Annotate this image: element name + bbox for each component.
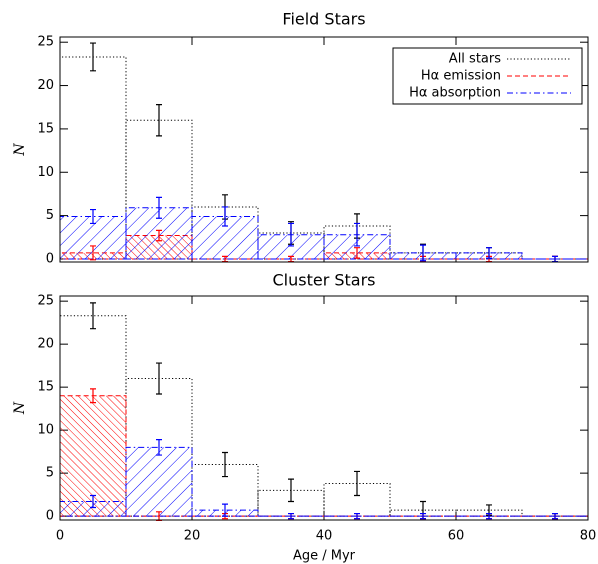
x-tick-label: 80: [580, 529, 597, 544]
legend-label: All stars: [449, 52, 501, 67]
histogram-bar: [455, 509, 523, 517]
y-tick-label: 10: [37, 165, 54, 180]
y-tick-label: 5: [46, 466, 54, 481]
y-tick-label: 15: [37, 380, 54, 395]
y-tick-label: 0: [46, 509, 54, 524]
y-tick-label: 20: [37, 337, 54, 352]
plot-frame: [59, 36, 589, 263]
histogram-bar: [125, 446, 193, 517]
histogram-bar: [125, 119, 193, 260]
panel-title: Cluster Stars: [272, 271, 375, 290]
error-bar: [222, 451, 228, 478]
error-bar: [354, 247, 360, 259]
x-tick-label: 40: [316, 529, 333, 544]
y-tick-label: 0: [46, 251, 54, 266]
y-axis-label: N: [12, 401, 28, 415]
histogram-bar: [191, 215, 259, 260]
error-bar: [90, 245, 96, 261]
error-bar: [354, 512, 360, 520]
error-bar: [420, 244, 426, 262]
y-tick-label: 25: [37, 35, 54, 50]
error-bar: [90, 208, 96, 225]
error-bar: [90, 388, 96, 404]
error-bar: [420, 512, 426, 520]
x-tick-label: 20: [184, 529, 201, 544]
x-axis-label: Age / Myr: [293, 549, 356, 564]
plot-frame: [59, 295, 589, 521]
error-bar: [156, 196, 162, 219]
y-tick-label: 25: [37, 294, 54, 309]
error-bar: [354, 222, 360, 247]
error-bar: [288, 512, 294, 520]
x-tick-label: 0: [56, 529, 64, 544]
error-bar: [288, 222, 294, 247]
histogram-bar: [389, 509, 457, 517]
error-bar: [90, 494, 96, 509]
x-tick-label: 60: [448, 529, 465, 544]
error-bar: [486, 247, 492, 259]
error-bar: [288, 478, 294, 503]
error-bar: [222, 503, 228, 517]
error-bar: [552, 512, 558, 520]
panel-title: Field Stars: [282, 10, 365, 29]
error-bar: [156, 362, 162, 395]
error-bar: [222, 206, 228, 227]
error-bar: [156, 439, 162, 456]
error-bar: [354, 470, 360, 497]
y-tick-label: 10: [37, 423, 54, 438]
y-tick-label: 5: [46, 208, 54, 223]
error-bar: [486, 512, 492, 520]
error-bar: [156, 104, 162, 137]
error-bar: [156, 229, 162, 242]
legend-label: Hα emission: [421, 69, 501, 84]
histogram-bar: [323, 234, 391, 260]
y-tick-label: 20: [37, 78, 54, 93]
error-bar: [90, 302, 96, 330]
y-tick-label: 15: [37, 121, 54, 136]
error-bar: [90, 42, 96, 72]
legend-label: Hα absorption: [409, 86, 501, 101]
y-axis-label: N: [12, 143, 28, 157]
